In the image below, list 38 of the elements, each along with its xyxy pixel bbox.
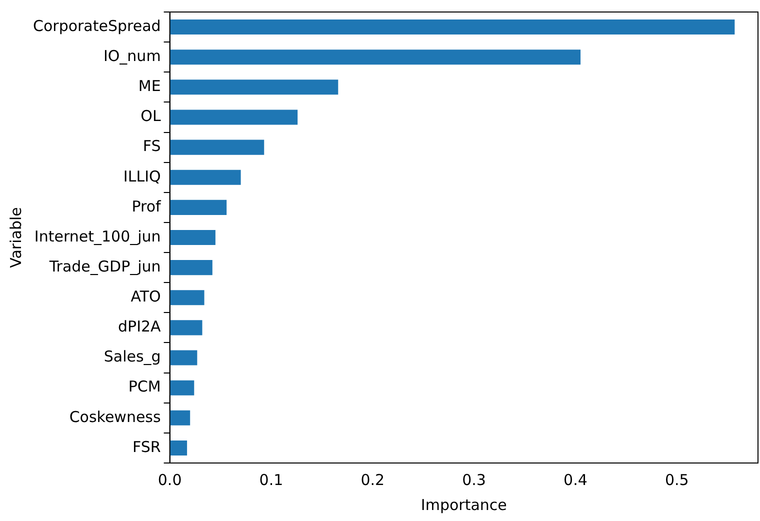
bar (170, 20, 735, 35)
bar (170, 170, 241, 185)
y-tick-label: ILLIQ (123, 167, 161, 186)
y-tick-label: IO_num (103, 46, 161, 65)
bar (170, 410, 190, 426)
bar (170, 140, 264, 155)
bar (170, 320, 202, 336)
x-axis-title: Importance (420, 496, 507, 514)
y-tick-label: Coskewness (69, 408, 161, 426)
y-tick-label: OL (140, 107, 162, 126)
y-tick-label: ATO (130, 288, 161, 306)
bar (170, 440, 188, 456)
y-tick-label: PCM (128, 378, 161, 396)
x-tick-label: 0.5 (664, 470, 689, 489)
y-tick-label: Prof (132, 197, 162, 216)
bar (170, 380, 194, 396)
bar (170, 80, 338, 95)
y-tick-label: dPI2A (118, 318, 162, 336)
y-tick-label: ME (138, 77, 161, 96)
bar (170, 50, 581, 65)
x-tick-label: 0.2 (360, 470, 385, 489)
y-tick-label: FS (142, 137, 161, 156)
bar (170, 350, 198, 366)
x-tick-label: 0.4 (564, 470, 588, 489)
y-tick-label: CorporateSpread (32, 16, 161, 35)
y-axis-title: Variable (6, 207, 25, 268)
y-tick-label: Trade_GDP_jun (48, 257, 161, 276)
x-tick-label: 0.3 (462, 470, 486, 489)
y-tick-label: Sales_g (104, 348, 161, 366)
y-tick-label: Internet_100_jun (34, 227, 161, 246)
bar (170, 260, 212, 276)
bar (170, 230, 216, 246)
bar (170, 290, 204, 306)
bar (170, 110, 298, 125)
bar (170, 200, 227, 215)
x-tick-label: 0.0 (158, 470, 182, 489)
x-tick-label: 0.1 (259, 470, 284, 489)
y-tick-label: FSR (132, 438, 161, 456)
